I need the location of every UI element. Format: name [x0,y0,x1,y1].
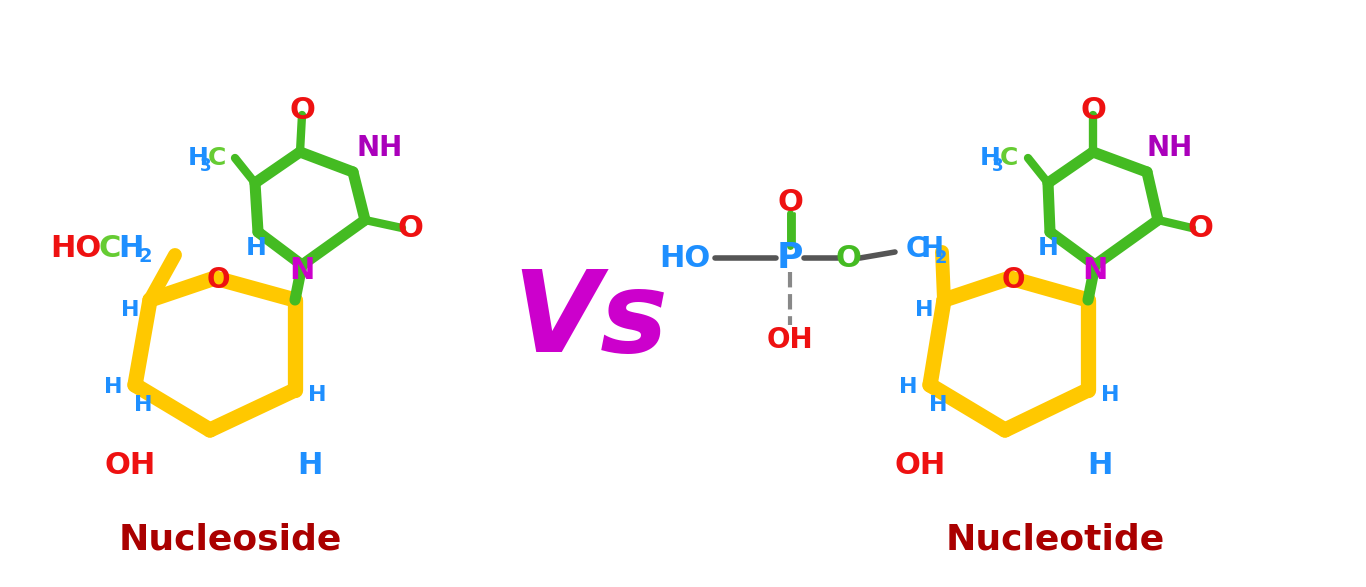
Text: H: H [298,451,322,481]
Text: C: C [208,146,227,170]
Text: O: O [1001,266,1024,294]
Text: 3: 3 [199,157,212,175]
Text: O: O [398,214,423,242]
Text: H: H [120,300,139,320]
Text: H: H [104,377,122,397]
Text: N: N [290,255,314,285]
Text: H: H [1101,385,1119,405]
Text: H: H [929,395,947,415]
Text: Nucleotide: Nucleotide [945,523,1165,557]
Text: 3: 3 [992,157,1004,175]
Text: P: P [777,241,803,275]
Text: O: O [206,266,229,294]
Text: H: H [979,146,1001,170]
Text: HO: HO [51,234,101,262]
Text: O: O [777,187,803,217]
Text: C: C [1000,146,1019,170]
Text: O: O [290,96,316,124]
Text: OH: OH [104,451,156,481]
Text: H: H [1038,236,1059,260]
Text: H: H [899,377,917,397]
Text: N: N [1082,255,1108,285]
Text: C: C [98,234,120,262]
Text: O: O [1081,96,1106,124]
Text: H: H [246,236,266,260]
Text: NH: NH [357,134,403,162]
Text: H: H [1087,451,1113,481]
Text: NH: NH [1147,134,1193,162]
Text: HO: HO [658,244,710,272]
Text: H: H [915,300,933,320]
Text: O: O [1187,214,1213,242]
Text: C: C [906,235,926,263]
Text: OH: OH [895,451,945,481]
Text: O: O [835,244,861,272]
Text: H: H [919,235,943,263]
Text: Nucleoside: Nucleoside [119,523,342,557]
Text: H: H [189,146,209,170]
Text: 2: 2 [934,249,948,267]
Text: H: H [307,385,326,405]
Text: Vs: Vs [512,265,668,376]
Text: H: H [134,395,152,415]
Text: 2: 2 [138,247,152,265]
Text: H: H [117,234,143,262]
Text: OH: OH [766,326,813,354]
